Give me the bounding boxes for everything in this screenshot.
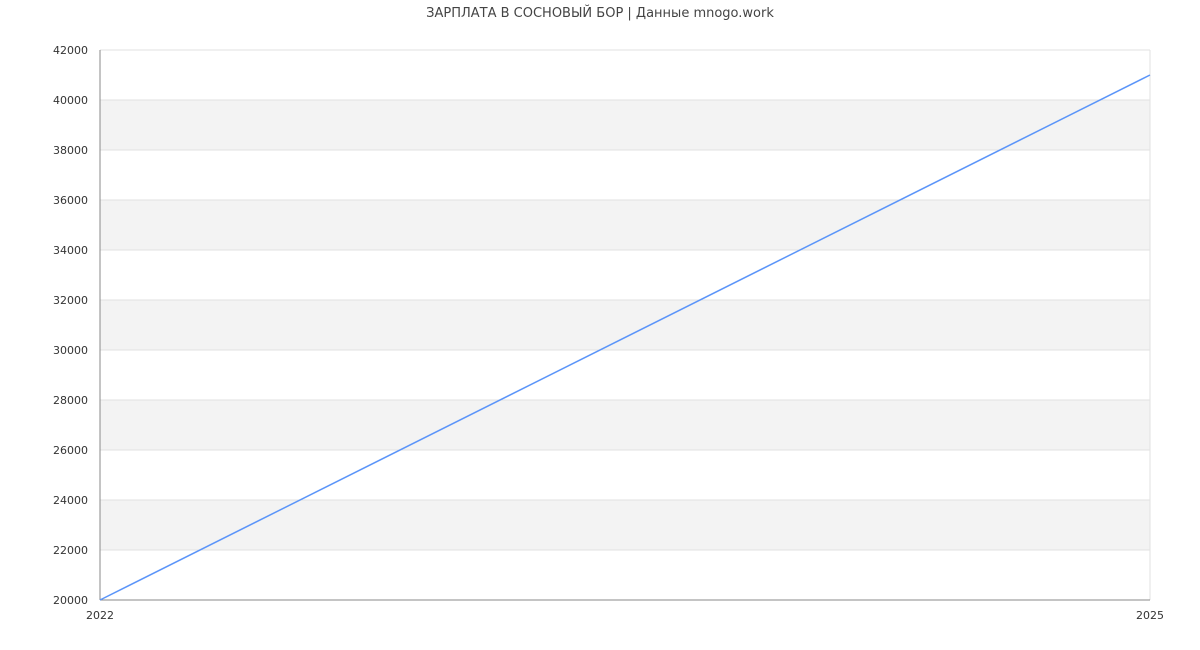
y-tick-label: 24000 [53, 494, 88, 507]
x-tick-label: 2022 [86, 609, 114, 622]
y-tick-label: 32000 [53, 294, 88, 307]
y-tick-label: 26000 [53, 444, 88, 457]
grid-band [100, 200, 1150, 250]
y-tick-label: 34000 [53, 244, 88, 257]
grid-band [100, 300, 1150, 350]
y-tick-label: 42000 [53, 44, 88, 57]
y-tick-label: 20000 [53, 594, 88, 607]
y-tick-label: 22000 [53, 544, 88, 557]
x-tick-label: 2025 [1136, 609, 1164, 622]
y-tick-label: 38000 [53, 144, 88, 157]
y-tick-label: 28000 [53, 394, 88, 407]
series-line [99, 74, 1151, 601]
y-tick-label: 36000 [53, 194, 88, 207]
grid-band [100, 400, 1150, 450]
chart-title: ЗАРПЛАТА В СОСНОВЫЙ БОР | Данные mnogo.w… [426, 6, 774, 21]
y-tick-label: 30000 [53, 344, 88, 357]
grid-band [100, 100, 1150, 150]
y-tick-label: 40000 [53, 94, 88, 107]
grid-band [100, 500, 1150, 550]
